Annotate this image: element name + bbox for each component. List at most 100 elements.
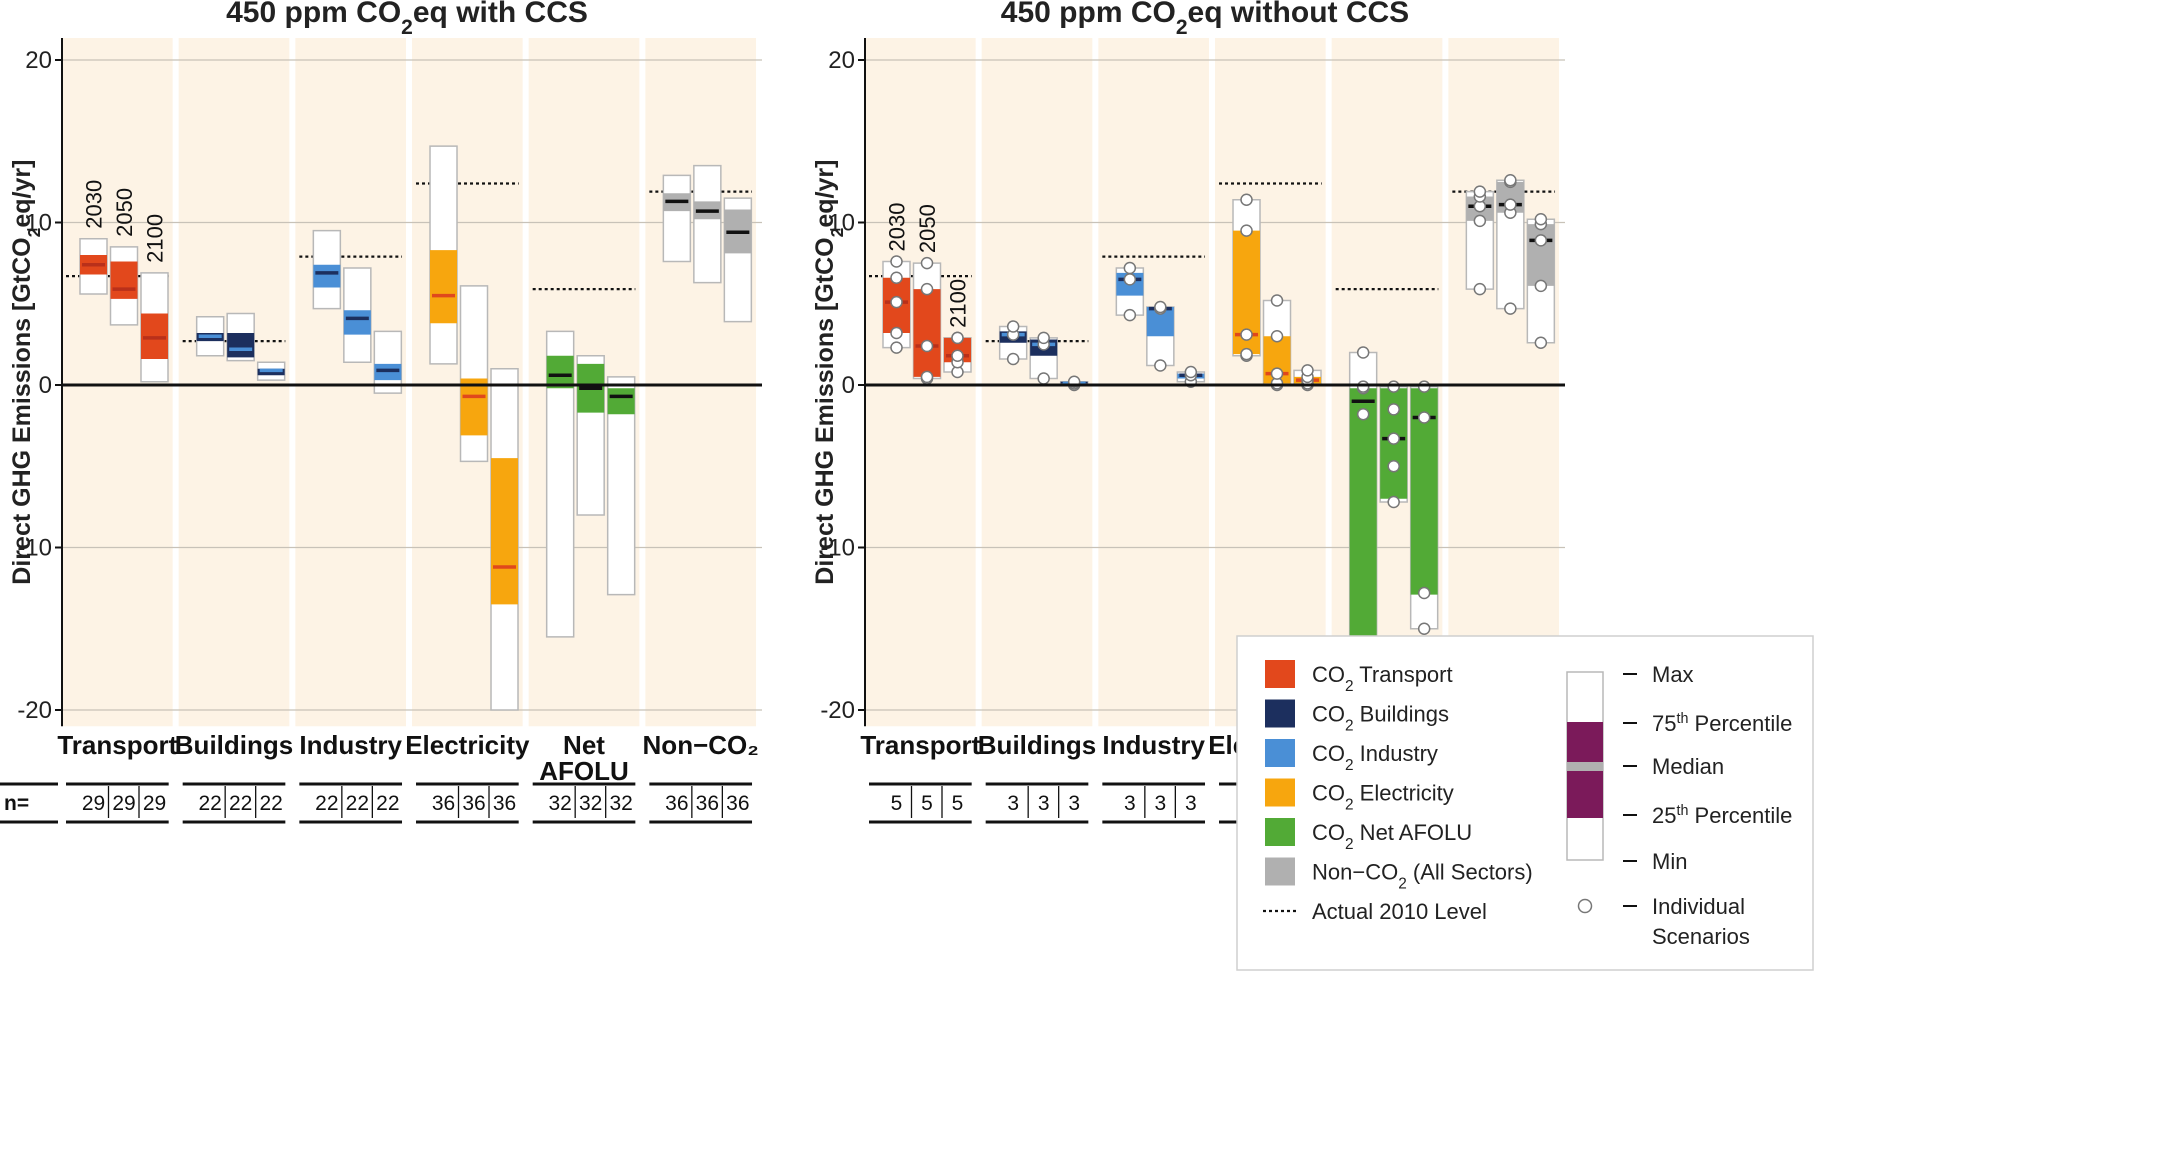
sample-size: 36 <box>696 792 719 815</box>
year-label-2100: 2100 <box>946 279 971 328</box>
scenario-point <box>1037 372 1050 385</box>
scenario-point <box>1473 282 1487 296</box>
scenario-point <box>1417 586 1431 600</box>
iqr-box-2100 <box>491 458 519 605</box>
y-tick-label: 20 <box>25 47 52 74</box>
scenario-point <box>1387 495 1400 509</box>
legend-box-label: Median <box>1652 754 1724 779</box>
scenario-point <box>1417 411 1431 424</box>
scenario-point <box>1301 364 1314 377</box>
scenario-point <box>1356 380 1370 393</box>
y-axis-label: Direct GHG Emissions [GtCO2eq/yr] <box>811 160 847 585</box>
sample-size: 3 <box>1154 792 1166 815</box>
scenario-point <box>1504 302 1517 315</box>
scenario-point <box>1154 300 1167 314</box>
year-label-2030: 2030 <box>885 203 910 252</box>
panel-with-ccs: 450 ppm CO2eq with CCS Direct GHG Emissio… <box>0 0 762 824</box>
sector-buildings: Buildings 22 22 22 <box>175 312 293 824</box>
legend-item-label: CO2 Transport <box>1312 662 1453 695</box>
sample-size: 3 <box>1007 792 1019 815</box>
iqr-box-2100 <box>607 388 635 415</box>
legend-item-label: CO2 Net AFOLU <box>1312 820 1472 853</box>
sample-size: 5 <box>891 792 903 815</box>
range-box-2100 <box>373 330 403 394</box>
legend-box-label: Min <box>1652 849 1687 874</box>
sample-size: 22 <box>346 792 369 815</box>
sector-label: Net <box>563 730 605 760</box>
sample-size: 3 <box>1068 792 1080 815</box>
legend-item-label: Non−CO2 (All Sectors) <box>1312 860 1533 893</box>
scenario-point <box>1387 403 1400 416</box>
scenario-point <box>920 256 934 270</box>
y-tick-label: -10 <box>17 535 52 562</box>
scenario-point <box>1534 213 1548 226</box>
legend-swatch <box>1265 818 1295 846</box>
sector-background <box>865 38 976 727</box>
scenario-point <box>1504 198 1517 211</box>
sector-label: Non−CO₂ <box>643 730 759 760</box>
sector-label: Industry <box>299 730 402 760</box>
panel-title: 450 ppm CO2eq without CCS <box>1001 0 1409 39</box>
scenario-point <box>1417 622 1431 635</box>
legend-swatch <box>1265 699 1295 728</box>
scenario-point <box>1534 336 1548 349</box>
y-axis-label: Direct GHG Emissions [GtCO2eq/yr] <box>8 160 44 585</box>
panel-title: 450 ppm CO2eq with CCS <box>226 0 588 39</box>
scenario-point <box>890 255 903 268</box>
range-box-2050 <box>693 164 722 284</box>
scenario-point <box>1387 460 1400 473</box>
legend-scenarios-label: Scenarios <box>1652 924 1750 949</box>
legend-box <box>1236 635 1814 971</box>
legend-item-label: CO2 Buildings <box>1312 702 1449 735</box>
iqr-box-2050 <box>110 261 138 299</box>
legend-box-label: Max <box>1652 662 1694 687</box>
scenario-point <box>890 295 903 309</box>
scenario-point <box>1504 174 1517 187</box>
iqr-box-2050 <box>227 333 255 358</box>
scenario-point <box>890 326 903 340</box>
sample-size: 29 <box>143 792 166 815</box>
scenario-point <box>1123 261 1137 275</box>
year-label-2100: 2100 <box>143 214 168 263</box>
legend-swatch <box>1265 739 1295 767</box>
iqr-box-2050 <box>460 378 488 436</box>
legend-swatch <box>1265 778 1295 807</box>
legend: CO2 Transport CO2 Buildings CO2 Industry CO… <box>1236 635 1814 971</box>
sector-label: Industry <box>1102 730 1205 760</box>
scenario-point <box>1006 352 1020 366</box>
y-tick-label: -10 <box>820 535 855 562</box>
sample-size: 32 <box>610 792 633 815</box>
y-tick-label: 20 <box>828 47 855 74</box>
scenario-point <box>1037 331 1050 345</box>
range-box-2030 <box>662 174 692 263</box>
legend-swatch <box>1265 857 1295 886</box>
sample-size: 5 <box>952 792 964 815</box>
legend-scenarios-label: Individual <box>1652 894 1745 919</box>
sample-size: 36 <box>462 792 485 815</box>
sample-size: 5 <box>921 792 933 815</box>
scenario-point <box>1270 294 1284 307</box>
sector-nonco2: Non−CO₂ 36 36 36 <box>643 164 759 824</box>
sector-label: AFOLU <box>539 756 629 786</box>
sector-background <box>178 38 290 727</box>
sample-size: 32 <box>549 792 572 815</box>
panel-without-ccs: 450 ppm CO2eq without CCS Direct GHG Emis… <box>811 0 1565 824</box>
scenario-point <box>1184 365 1198 379</box>
scenario-point <box>1240 193 1253 206</box>
legend-item-label: CO2 Industry <box>1312 741 1438 774</box>
legend-actual-2010: Actual 2010 Level <box>1312 899 1487 924</box>
y-tick-label: 0 <box>39 372 52 399</box>
sample-size: 22 <box>198 792 221 815</box>
iqr-box-2030 <box>313 264 341 288</box>
sample-size: 32 <box>579 792 602 815</box>
iqr-box-2030 <box>430 250 458 324</box>
sample-size: 36 <box>493 792 516 815</box>
legend-median-bar <box>1567 762 1603 771</box>
scenario-point <box>1387 432 1400 445</box>
sector-label: Transport <box>57 730 177 760</box>
scenario-point <box>920 282 934 296</box>
y-tick-label: -20 <box>17 697 52 724</box>
sector-background <box>1448 38 1560 727</box>
